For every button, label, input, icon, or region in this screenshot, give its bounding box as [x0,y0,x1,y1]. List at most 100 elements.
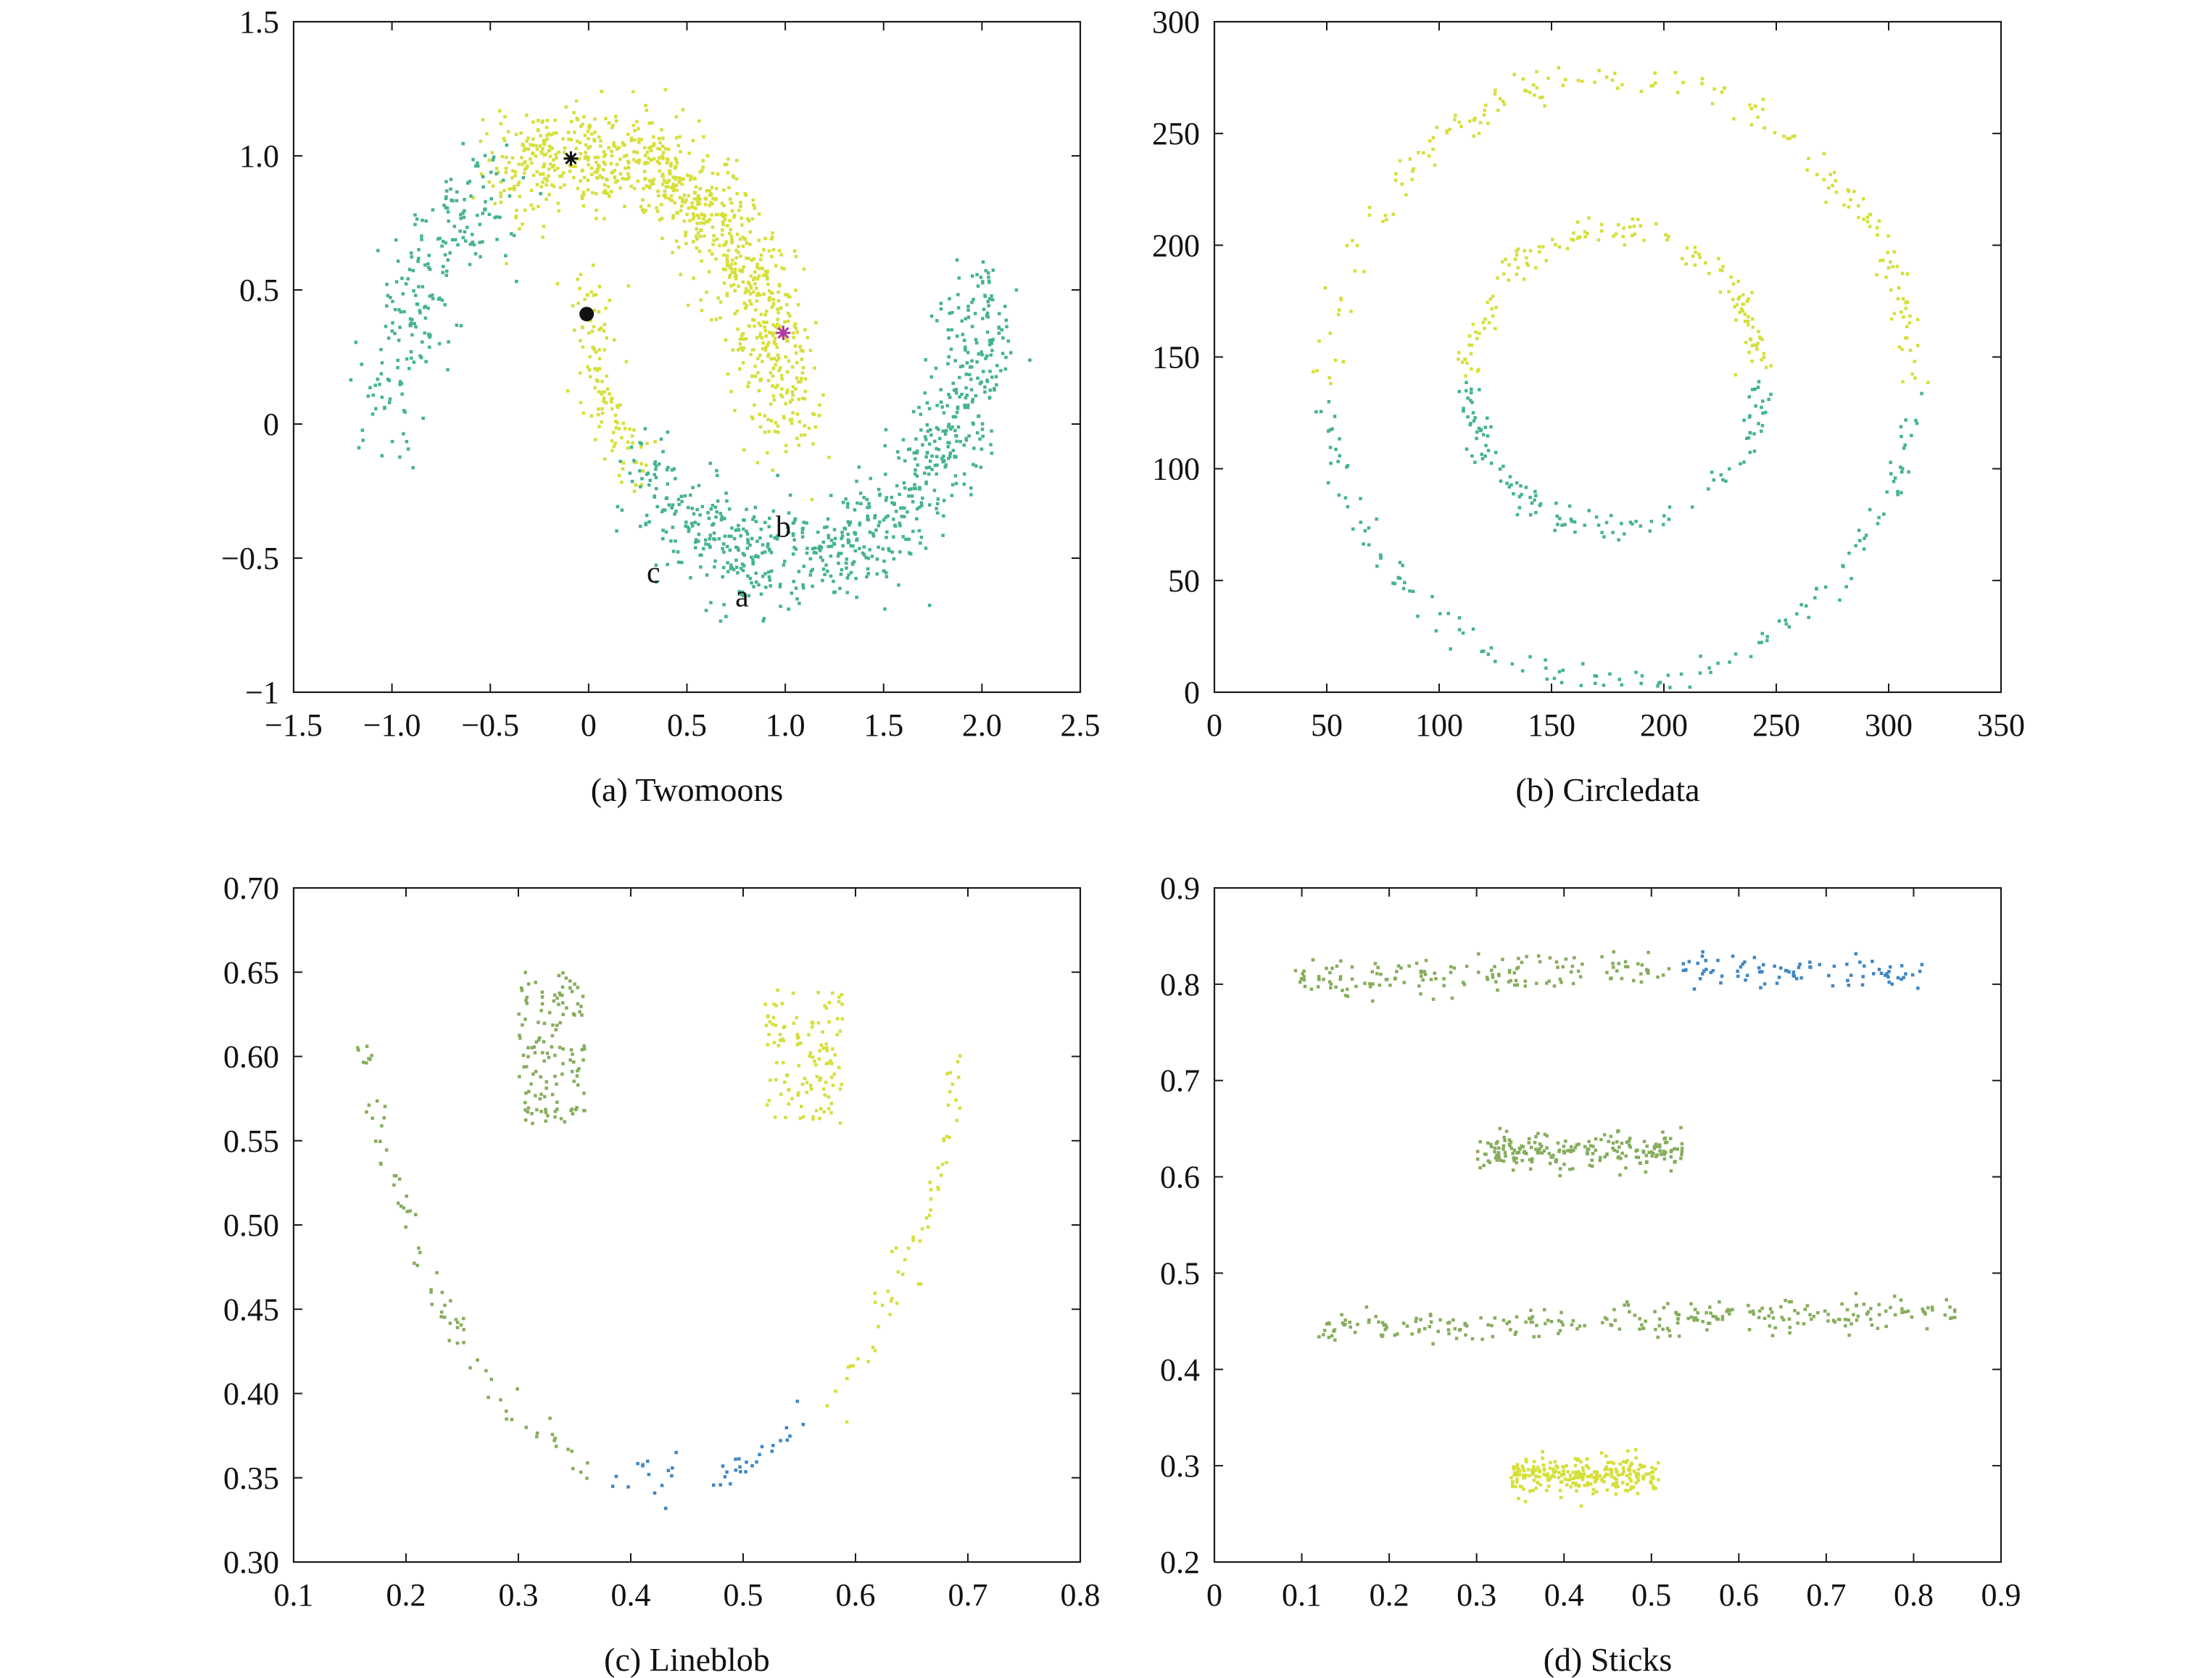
data-point [801,526,805,531]
y-tick-label: 300 [1152,4,1200,40]
data-point [745,289,748,293]
data-point [1619,1157,1623,1160]
data-point [533,1051,537,1055]
y-tick-label: 50 [1168,563,1200,599]
data-point [1591,1476,1595,1479]
data-point [589,414,593,418]
data-point [544,197,548,201]
data-point [1900,435,1903,439]
data-point [639,524,642,528]
data-point [1769,392,1773,396]
data-point [675,161,679,165]
data-point [1449,971,1453,974]
data-point [736,327,740,331]
data-point [1354,984,1358,989]
data-point [361,439,365,442]
data-point [535,1434,539,1439]
data-point [671,549,676,553]
data-point [767,547,771,551]
data-point [552,1439,556,1442]
data-point [550,146,554,150]
data-point [708,545,712,549]
data-point [911,1235,915,1239]
data-point [1664,1150,1668,1155]
data-point [611,170,615,174]
data-point [458,229,462,233]
data-point [1003,367,1008,371]
data-point [1490,307,1494,311]
data-point [663,88,667,91]
data-point [884,515,887,520]
data-point [412,289,415,293]
data-point [1501,99,1505,104]
data-point [1329,982,1333,986]
data-point [1617,678,1621,681]
data-point [1673,70,1678,75]
data-point [537,204,540,209]
data-point [1379,1333,1383,1337]
data-point [590,173,594,176]
data-point [817,547,821,550]
data-point [771,394,776,398]
data-point [552,131,556,135]
data-point [1704,968,1708,971]
data-point [1611,962,1615,965]
data-point [867,505,871,509]
data-point [600,411,605,415]
data-point [620,481,624,484]
data-point [553,168,557,173]
data-point [1754,104,1757,108]
data-point [447,219,450,223]
data-point [939,388,943,391]
data-point [776,307,779,311]
data-point [1679,1126,1683,1129]
data-point [1419,1318,1422,1321]
star-marker-stroke [565,152,577,165]
data-point [1507,1138,1512,1142]
data-point [1781,1318,1786,1321]
data-point [521,175,526,180]
data-point [827,1020,831,1024]
data-point [755,539,759,544]
data-point [924,358,927,362]
data-point [900,506,904,510]
data-point [1564,1139,1567,1143]
data-point [1841,564,1844,568]
data-point [394,238,398,242]
data-point [1323,286,1327,290]
data-point [666,482,669,486]
data-point [1718,1300,1721,1304]
data-point [1381,1321,1385,1324]
data-point [790,398,794,402]
data-point [1353,1330,1357,1334]
data-point [1518,1484,1523,1488]
data-point [817,413,821,418]
data-point [777,249,782,253]
data-point [379,372,384,375]
data-point [1541,95,1544,99]
data-point [925,401,929,405]
data-point [1507,968,1512,973]
data-point [1900,470,1904,474]
data-point [643,154,647,157]
data-point [747,324,751,328]
data-point [1379,972,1383,976]
data-point [386,378,390,381]
data-point [738,367,742,371]
data-point [1351,238,1354,243]
data-point [1582,1472,1586,1476]
data-point [1838,598,1842,602]
data-point [691,486,695,489]
data-point [1528,249,1533,253]
data-point [1605,1488,1610,1492]
data-point [666,430,670,434]
data-point [939,307,943,311]
data-point [766,542,770,546]
data-point [1719,473,1723,477]
data-point [1498,1126,1501,1131]
data-point [755,286,758,290]
data-point [1429,978,1433,981]
data-point [1557,1318,1561,1323]
data-point [907,537,911,541]
data-point [597,407,600,411]
